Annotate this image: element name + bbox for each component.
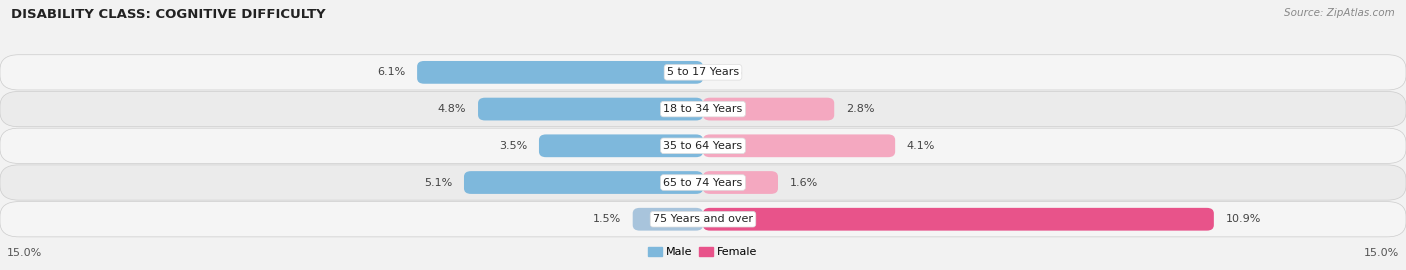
FancyBboxPatch shape — [703, 171, 778, 194]
FancyBboxPatch shape — [0, 202, 1406, 237]
FancyBboxPatch shape — [464, 171, 703, 194]
Text: 3.5%: 3.5% — [499, 141, 527, 151]
FancyBboxPatch shape — [538, 134, 703, 157]
Text: 5.1%: 5.1% — [425, 177, 453, 188]
Text: 4.8%: 4.8% — [437, 104, 467, 114]
FancyBboxPatch shape — [0, 55, 1406, 90]
Text: 1.6%: 1.6% — [790, 177, 818, 188]
FancyBboxPatch shape — [703, 98, 834, 120]
Text: 75 Years and over: 75 Years and over — [652, 214, 754, 224]
Legend: Male, Female: Male, Female — [644, 242, 762, 262]
Text: DISABILITY CLASS: COGNITIVE DIFFICULTY: DISABILITY CLASS: COGNITIVE DIFFICULTY — [11, 8, 326, 21]
FancyBboxPatch shape — [703, 134, 896, 157]
Text: 15.0%: 15.0% — [7, 248, 42, 258]
Text: 4.1%: 4.1% — [907, 141, 935, 151]
Text: 15.0%: 15.0% — [1364, 248, 1399, 258]
Text: 18 to 34 Years: 18 to 34 Years — [664, 104, 742, 114]
Text: Source: ZipAtlas.com: Source: ZipAtlas.com — [1284, 8, 1395, 18]
Text: 65 to 74 Years: 65 to 74 Years — [664, 177, 742, 188]
Text: 0.0%: 0.0% — [714, 67, 742, 77]
FancyBboxPatch shape — [478, 98, 703, 120]
FancyBboxPatch shape — [633, 208, 703, 231]
Text: 35 to 64 Years: 35 to 64 Years — [664, 141, 742, 151]
FancyBboxPatch shape — [0, 128, 1406, 163]
Text: 6.1%: 6.1% — [377, 67, 405, 77]
FancyBboxPatch shape — [0, 165, 1406, 200]
FancyBboxPatch shape — [0, 92, 1406, 127]
Text: 2.8%: 2.8% — [846, 104, 875, 114]
Text: 10.9%: 10.9% — [1226, 214, 1261, 224]
Text: 1.5%: 1.5% — [593, 214, 621, 224]
FancyBboxPatch shape — [703, 208, 1213, 231]
FancyBboxPatch shape — [418, 61, 703, 84]
Text: 5 to 17 Years: 5 to 17 Years — [666, 67, 740, 77]
